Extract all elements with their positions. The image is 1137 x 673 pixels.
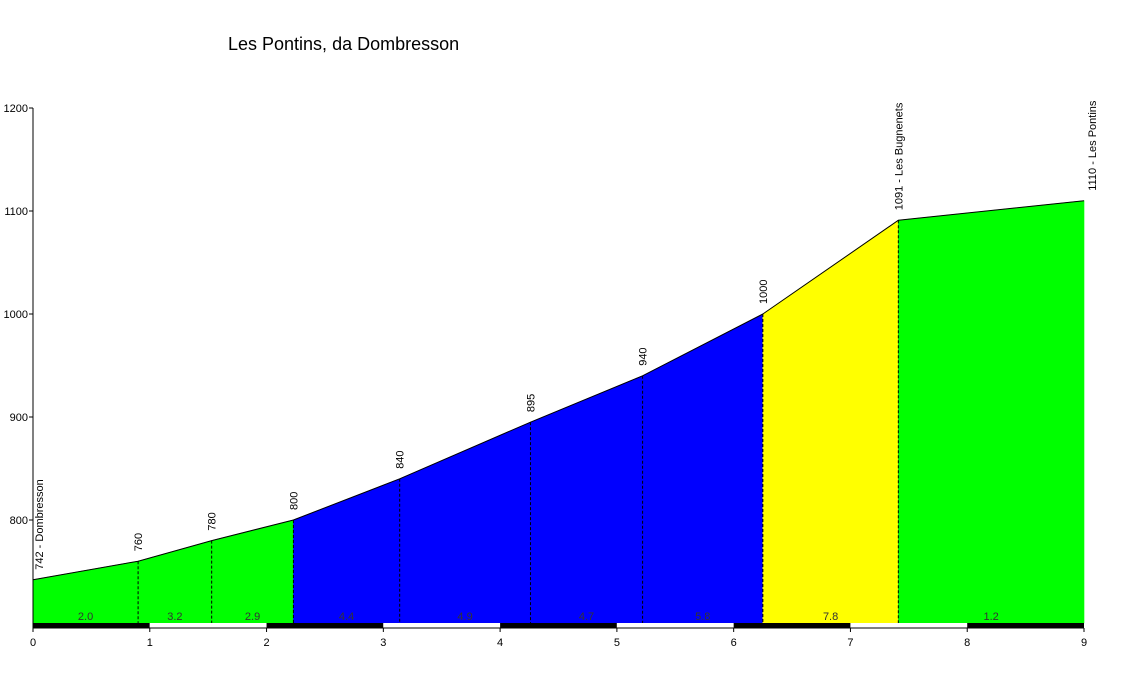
km-bar-block (383, 623, 501, 628)
chart-title: Les Pontins, da Dombresson (228, 34, 460, 54)
segment-fill (293, 478, 400, 624)
elevation-label: 742 - Dombresson (34, 479, 46, 570)
profile-line (32, 200, 1085, 581)
gradient-label: 4.9 (457, 611, 472, 623)
x-tick-label: 9 (1081, 637, 1087, 649)
y-tick-label: 1100 (4, 206, 28, 218)
elevation-label: 1091 - Les Bugnenets (893, 102, 905, 210)
segment-fill (642, 313, 764, 624)
km-bar-block (33, 623, 150, 628)
elevation-labels: 742 - Dombresson 760 780 800 840 895 940 1000 10… (34, 100, 1099, 570)
elevation-label: 840 (395, 450, 407, 468)
segment-fills (32, 200, 1085, 624)
gradient-label: 5.8 (695, 611, 710, 623)
elevation-label: 1000 (758, 280, 770, 304)
segment-fill (211, 519, 294, 624)
km-bar-block (266, 623, 384, 628)
x-tick-label: 1 (147, 637, 153, 649)
profile-outline (32, 200, 1085, 581)
gradient-label: 4.4 (339, 611, 354, 623)
segment-fill (399, 421, 531, 624)
x-tick-label: 6 (731, 637, 737, 649)
km-bar-block (149, 623, 267, 628)
gradient-label: 4.7 (579, 611, 594, 623)
elevation-label: 760 (133, 533, 145, 551)
segment-fill (898, 200, 1085, 624)
x-tick-label: 4 (497, 637, 503, 649)
gradient-label: 2.9 (245, 611, 260, 623)
y-tick-label: 1000 (4, 309, 28, 321)
x-tick-label: 2 (263, 637, 269, 649)
km-bar-block (967, 623, 1084, 628)
km-bar-block (850, 623, 968, 628)
km-bar-block (616, 623, 734, 628)
x-tick-label: 7 (847, 637, 853, 649)
segment-dividers (137, 220, 899, 623)
x-tick-label: 8 (964, 637, 970, 649)
km-bar-block (500, 623, 617, 628)
gradient-label: 1.2 (984, 611, 999, 623)
elevation-label: 940 (638, 347, 650, 365)
gradient-label: 7.8 (823, 611, 838, 623)
gradient-label: 2.0 (78, 611, 93, 623)
gradient-label: 3.2 (167, 611, 182, 623)
x-tick-label: 5 (614, 637, 620, 649)
x-tick-label: 0 (30, 637, 36, 649)
elevation-label: 1110 - Les Pontins (1087, 100, 1099, 191)
elevation-label: 800 (288, 492, 300, 510)
km-scale-bar (33, 623, 1084, 629)
y-tick-label: 1200 (4, 103, 28, 115)
km-bar-block (733, 623, 851, 628)
segment-fill (762, 219, 899, 624)
elevation-label: 895 (525, 394, 537, 412)
segment-fill (530, 375, 643, 624)
axes: 800 900 1000 1100 1200 0 1 2 3 4 5 6 7 8 9 (4, 103, 1088, 649)
gradient-labels: 2.0 3.2 2.9 4.4 4.9 4.7 5.8 7.8 1.2 (78, 611, 999, 623)
y-tick-label: 900 (10, 412, 28, 424)
y-tick-label: 800 (10, 515, 28, 527)
x-tick-label: 3 (380, 637, 386, 649)
elevation-label: 780 (207, 512, 219, 530)
